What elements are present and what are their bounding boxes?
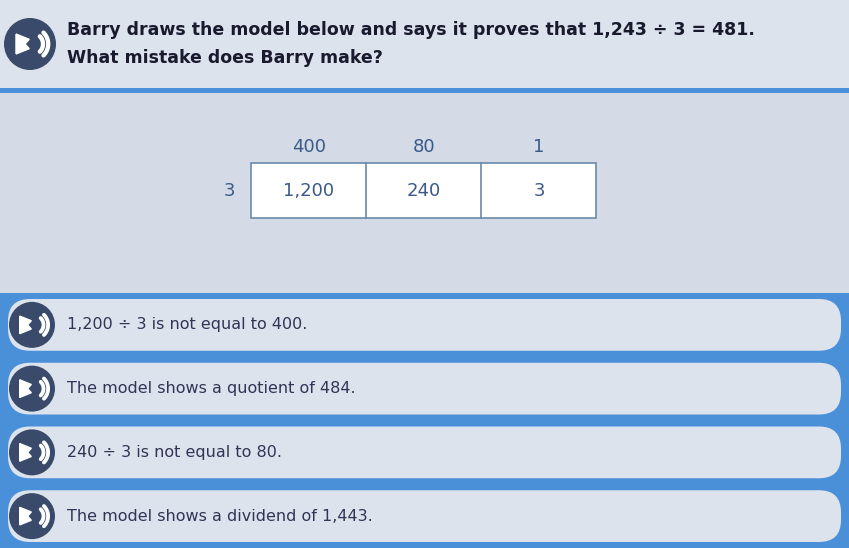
Bar [20, 448, 26, 456]
Bar [251, 163, 597, 218]
Polygon shape [20, 316, 31, 334]
FancyBboxPatch shape [8, 363, 841, 414]
Text: 3: 3 [224, 181, 235, 199]
Polygon shape [16, 34, 29, 54]
Polygon shape [20, 444, 31, 461]
Text: What mistake does Barry make?: What mistake does Barry make? [67, 49, 383, 67]
Bar [0, 351, 849, 356]
Polygon shape [20, 507, 31, 525]
Text: 3: 3 [533, 181, 545, 199]
Text: 1,200: 1,200 [284, 181, 335, 199]
Text: 400: 400 [292, 138, 326, 156]
Bar [0, 293, 849, 298]
FancyBboxPatch shape [8, 490, 841, 542]
Bar [0, 0, 849, 88]
Text: 240 ÷ 3 is not equal to 80.: 240 ÷ 3 is not equal to 80. [67, 445, 282, 460]
Circle shape [9, 302, 55, 348]
FancyBboxPatch shape [8, 299, 841, 351]
Circle shape [4, 18, 56, 70]
Text: 1: 1 [533, 138, 545, 156]
Bar [16, 39, 24, 49]
Polygon shape [20, 380, 31, 397]
Polygon shape [20, 380, 31, 397]
Polygon shape [20, 316, 31, 334]
Bar [20, 321, 26, 329]
Circle shape [9, 493, 55, 539]
Polygon shape [16, 34, 29, 54]
FancyBboxPatch shape [8, 426, 841, 478]
Polygon shape [20, 444, 31, 461]
Text: 1,200 ÷ 3 is not equal to 400.: 1,200 ÷ 3 is not equal to 400. [67, 317, 307, 333]
Bar [0, 88, 849, 93]
Bar [0, 478, 849, 483]
Bar [20, 385, 26, 393]
Bar [0, 88, 849, 293]
Circle shape [9, 430, 55, 475]
Circle shape [9, 366, 55, 412]
Bar [20, 512, 26, 520]
Text: 240: 240 [407, 181, 441, 199]
Text: The model shows a dividend of 1,443.: The model shows a dividend of 1,443. [67, 509, 373, 524]
Text: Barry draws the model below and says it proves that 1,243 ÷ 3 = 481.: Barry draws the model below and says it … [67, 21, 755, 39]
Bar [0, 414, 849, 420]
Text: The model shows a quotient of 484.: The model shows a quotient of 484. [67, 381, 356, 396]
Polygon shape [20, 507, 31, 525]
Text: 80: 80 [413, 138, 436, 156]
